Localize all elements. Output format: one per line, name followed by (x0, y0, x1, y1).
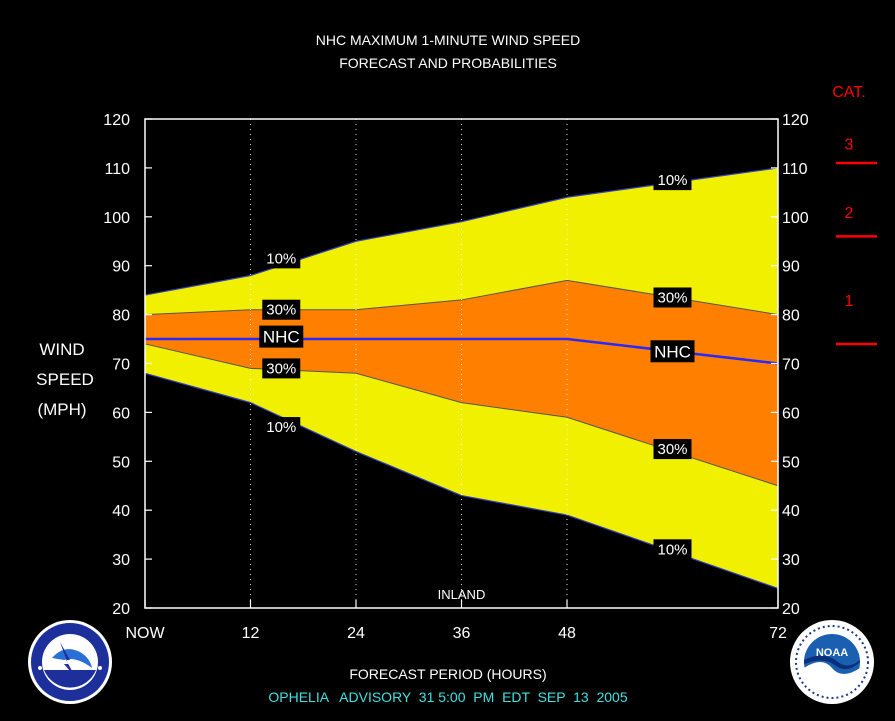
category-label-1: 1 (845, 293, 854, 310)
nws-logo (28, 620, 112, 704)
y-tick-label-right-100: 100 (782, 210, 809, 227)
y-tick-label-left-60: 60 (112, 405, 130, 422)
y-tick-label-right-30: 30 (782, 552, 800, 569)
y-tick-label-right-120: 120 (782, 112, 809, 129)
label-10pct-upper-early: 10% (262, 248, 301, 269)
advisory-text: OPHELIA ADVISORY 31 5:00 PM EDT SEP 13 2… (268, 689, 627, 705)
plot-area: 10% 30% NHC 30% 10% 10% 30% NHC 30% 10% INLAND (144, 119, 779, 608)
x-tick-label-72: 72 (769, 625, 787, 642)
chart-subtitle: FORECAST AND PROBABILITIES (339, 55, 557, 71)
x-tick-label-12: 12 (242, 625, 260, 642)
y-tick-label-right-110: 110 (782, 161, 808, 178)
label-nhc-late: NHC (650, 340, 695, 363)
x-axis-label: FORECAST PERIOD (HOURS) (349, 666, 546, 682)
svg-text:NOAA: NOAA (816, 647, 848, 659)
label-30pct-lower-early: 30% (262, 358, 301, 379)
label-10pct-upper-late-text: 10% (657, 172, 687, 189)
y-tick-label-right-70: 70 (782, 357, 800, 374)
x-tick-label-24: 24 (347, 625, 365, 642)
y-tick-label-left-80: 80 (112, 308, 130, 325)
label-10pct-lower-late-box (653, 539, 692, 560)
y-tick-label-right-20: 20 (782, 601, 800, 618)
label-nhc-early-box (259, 325, 304, 348)
axes: 20 20 30 30 40 40 50 50 60 60 70 70 80 80 90 90 100 100 11… (103, 112, 809, 642)
y-tick-label-right-90: 90 (782, 259, 800, 276)
label-nhc-early: NHC (259, 325, 304, 348)
label-30pct-lower-late: 30% (653, 439, 692, 460)
category-heading: CAT. (832, 84, 865, 101)
annotation-inland: INLAND (438, 587, 486, 602)
series-line-30pct-upper (144, 279, 779, 316)
y-tick-label-left-100: 100 (103, 210, 130, 227)
y-tick-label-left-110: 110 (104, 161, 130, 178)
y-axis-label-line-3: (MPH) (37, 400, 86, 419)
y-axis-label-line-2: SPEED (36, 370, 94, 389)
label-30pct-lower-late-text: 30% (657, 441, 687, 458)
y-tick-label-right-50: 50 (782, 454, 800, 471)
chart-title: NHC MAXIMUM 1-MINUTE WIND SPEED (316, 32, 580, 48)
category-label-2: 2 (845, 205, 854, 222)
label-30pct-lower-early-box (262, 358, 301, 379)
label-10pct-lower-early: 10% (262, 417, 301, 438)
y-tick-label-left-50: 50 (112, 454, 130, 471)
label-10pct-upper-early-text: 10% (266, 250, 296, 267)
label-nhc-early-text: NHC (263, 328, 300, 347)
noaa-logo: NOAA (790, 620, 874, 704)
category-panel: CAT. 3 2 1 (832, 84, 877, 346)
label-30pct-upper-early: 30% (262, 299, 301, 320)
y-tick-label-right-60: 60 (782, 405, 800, 422)
series-line-nhc-forecast (145, 337, 779, 365)
label-nhc-late-box (650, 340, 695, 363)
y-tick-label-right-40: 40 (782, 503, 800, 520)
y-tick-label-right-80: 80 (782, 308, 800, 325)
series-line-10pct-lower (144, 372, 779, 590)
label-10pct-lower-early-text: 10% (266, 419, 296, 436)
y-tick-label-left-20: 20 (112, 601, 130, 618)
y-tick-label-left-90: 90 (112, 259, 130, 276)
label-10pct-upper-late: 10% (653, 170, 692, 191)
y-tick-label-left-120: 120 (103, 112, 130, 129)
label-nhc-late-text: NHC (654, 342, 691, 361)
y-axis-label-line-1: WIND (39, 340, 84, 359)
label-30pct-lower-late-box (653, 439, 692, 460)
category-label-3: 3 (845, 136, 854, 153)
series-line-30pct-lower (144, 343, 779, 487)
y-tick-label-left-40: 40 (112, 503, 130, 520)
label-30pct-upper-late: 30% (653, 287, 692, 308)
label-10pct-lower-late: 10% (653, 539, 692, 560)
x-tick-label-36: 36 (453, 625, 471, 642)
label-10pct-lower-early-box (262, 417, 301, 438)
x-tick-label-0: NOW (125, 625, 165, 642)
y-tick-label-left-30: 30 (112, 552, 130, 569)
label-30pct-upper-late-text: 30% (657, 289, 687, 306)
label-10pct-lower-late-text: 10% (657, 541, 687, 558)
series-line-10pct-upper (144, 167, 779, 296)
label-10pct-upper-early-box (262, 248, 301, 269)
label-30pct-upper-late-box (653, 287, 692, 308)
label-30pct-upper-early-text: 30% (266, 302, 296, 319)
label-10pct-upper-late-box (653, 170, 692, 191)
label-30pct-upper-early-box (262, 299, 301, 320)
label-30pct-lower-early-text: 30% (266, 360, 296, 377)
x-tick-label-48: 48 (558, 625, 576, 642)
y-tick-label-left-70: 70 (112, 357, 130, 374)
